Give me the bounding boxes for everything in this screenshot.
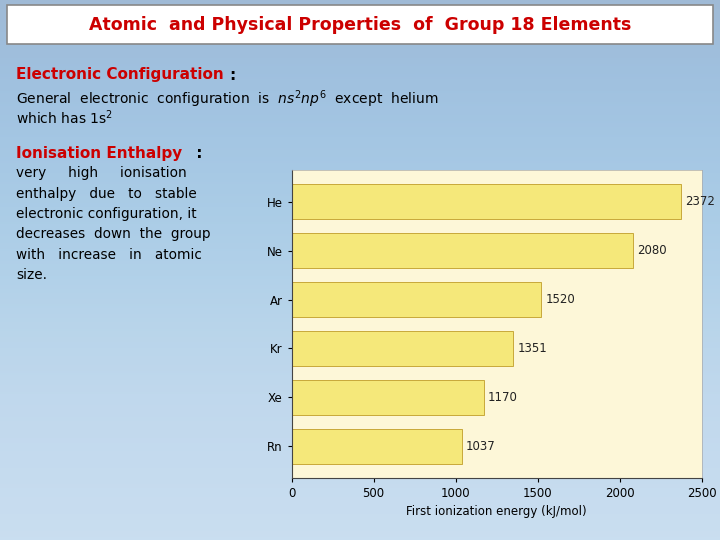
FancyBboxPatch shape [7, 5, 713, 44]
Text: 1037: 1037 [466, 440, 495, 453]
Bar [292, 233, 633, 268]
Text: General  electronic  configuration  is  $\mathit{ns}^2\mathit{np}^6$  except  he: General electronic configuration is $\ma… [16, 89, 438, 110]
Text: 1520: 1520 [545, 293, 575, 306]
Text: :: : [229, 68, 235, 83]
Text: :: : [191, 146, 202, 161]
Text: Electronic Configuration: Electronic Configuration [16, 68, 224, 83]
Text: 1351: 1351 [518, 342, 547, 355]
Text: 1170: 1170 [487, 391, 518, 404]
Text: very     high     ionisation
enthalpy   due   to   stable
electronic configurati: very high ionisation enthalpy due to sta… [16, 166, 210, 282]
Text: which has 1s$^2$: which has 1s$^2$ [16, 108, 113, 126]
Bar [292, 429, 462, 464]
Bar [292, 380, 484, 415]
X-axis label: First ionization energy (kJ/mol): First ionization energy (kJ/mol) [407, 505, 587, 518]
Text: Atomic  and Physical Properties  of  Group 18 Elements: Atomic and Physical Properties of Group … [89, 16, 631, 34]
Bar [292, 331, 513, 366]
Text: 2372: 2372 [685, 195, 715, 208]
Text: 2080: 2080 [637, 244, 667, 257]
Text: Ionisation Enthalpy: Ionisation Enthalpy [16, 146, 182, 161]
Bar [292, 184, 681, 219]
Bar [292, 282, 541, 317]
